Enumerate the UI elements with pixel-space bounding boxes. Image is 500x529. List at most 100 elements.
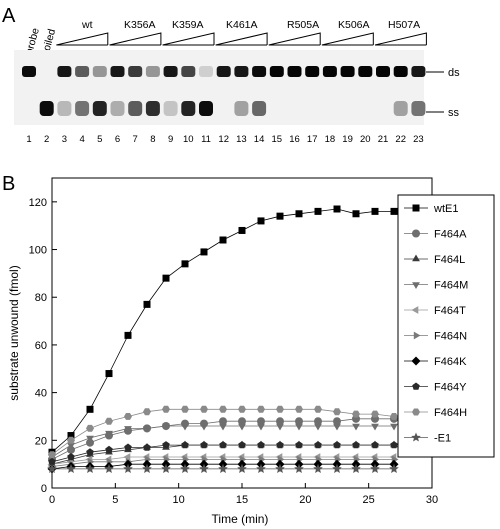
data-point [314,441,322,449]
legend-item: F464L [404,254,465,266]
x-tick-label: 25 [363,494,375,506]
y-tick-label: 40 [35,388,47,400]
data-point [333,417,341,426]
ds-band [358,66,373,77]
data-point [162,423,170,431]
x-tick-label: 10 [173,494,185,506]
lane-number: 21 [378,134,389,145]
x-tick-label: 30 [426,494,438,506]
ds-band [199,66,213,77]
data-point [162,274,170,282]
label-k359a: K359A [172,19,204,31]
legend-label: F464A [434,229,467,241]
data-point [86,405,94,413]
ds-band [376,66,390,77]
label-h507a: H507A [388,19,420,31]
lane-number: 16 [289,134,300,145]
data-point [333,408,341,416]
ss-band [411,101,426,116]
data-point [238,423,246,431]
legend: wtE1 F464A F464L F464M F464T F464N F464K F464Y F… [397,194,495,458]
legend-label: F464L [434,254,465,266]
data-point [333,441,341,449]
legend-item: wtE1 [404,203,458,215]
data-point [143,426,151,433]
lane-number: 14 [254,134,265,145]
y-axis-ticks: 0 20 40 60 80 100 120 [29,197,57,495]
legend-label: F464M [434,280,468,292]
data-point [85,463,95,473]
data-point [124,443,132,451]
legend-marker [411,306,419,314]
concentration-wedges [56,32,427,46]
legend-marker [412,254,420,262]
data-point [257,417,265,426]
data-point [276,423,284,431]
wedge [109,32,162,46]
ss-band [181,101,196,116]
data-point [86,424,94,432]
data-point [162,405,170,413]
data-point [333,423,341,431]
wedge [56,32,109,46]
data-point [181,405,189,413]
data-point [371,441,379,449]
data-point [181,260,189,268]
y-tick-label: 120 [29,197,47,209]
data-point [143,300,151,308]
legend-label: F464T [434,305,466,317]
wedge [268,32,321,46]
ds-band [57,66,72,77]
label-wt: wt [81,19,93,31]
ss-band [393,101,408,116]
lane-number: 20 [360,134,371,145]
data-point [390,423,398,431]
legend-label: F464Y [434,382,467,394]
x-tick-label: 0 [49,494,55,506]
lane-number: 7 [133,134,138,145]
legend-marker [412,408,420,416]
data-point [257,423,265,431]
lane-number: 10 [183,134,194,145]
data-point [199,463,209,473]
ss-band [252,101,267,116]
data-point [124,426,132,433]
data-point [200,405,208,413]
data-point [295,405,303,413]
data-point [143,408,151,416]
data-point [123,463,133,473]
data-point [257,441,265,449]
lane-number: 19 [342,134,353,145]
lane-number: 23 [413,134,424,145]
data-point [295,423,303,431]
lane-number: 13 [236,134,247,145]
gel-background [14,50,424,125]
data-point [181,441,189,449]
ds-band [234,66,249,77]
y-tick-label: 100 [29,245,47,257]
data-point [67,442,75,450]
legend-item: F464N [404,331,467,343]
data-point [180,463,190,473]
data-point [276,212,284,220]
data-point [86,448,94,456]
lane-number: 8 [150,134,155,145]
lane-number: 4 [79,134,84,145]
data-point [105,370,113,378]
data-point [67,445,75,454]
data-point [219,236,227,244]
band-label-ds: ds [448,67,460,79]
data-point [237,463,247,473]
ss-band [128,101,143,116]
data-point [123,453,131,461]
label-k506a: K506A [338,19,370,31]
legend-label: F464N [434,331,467,343]
data-point [105,445,113,454]
ds-band [128,66,143,77]
data-point [256,463,266,473]
x-tick-label: 15 [236,494,248,506]
series-e1 [47,463,399,473]
series-f464m [48,423,398,462]
lane-number: 12 [218,134,229,145]
ds-band [181,66,196,77]
